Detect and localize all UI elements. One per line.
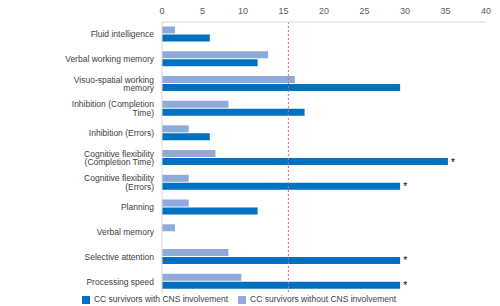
svg-text:35: 35 [440, 6, 450, 16]
svg-text:30: 30 [400, 6, 410, 16]
svg-text:*: * [403, 255, 407, 266]
svg-text:Inhibition (CompletionTime): Inhibition (CompletionTime) [72, 99, 154, 118]
svg-text:Visuo-spatial workingmemory: Visuo-spatial workingmemory [74, 75, 155, 94]
svg-text:0: 0 [159, 6, 164, 16]
html-text:CC survivors with CNS involvem: CC survivors with CNS involvement [93, 294, 229, 304]
svg-text:*: * [451, 157, 455, 168]
svg-text:Planning: Planning [121, 202, 154, 212]
svg-text:*: * [403, 181, 407, 192]
html-text:CC survivors without CNS invol: CC survivors without CNS involvement [250, 294, 397, 304]
svg-text:25: 25 [359, 6, 369, 16]
svg-text:Verbal working memory: Verbal working memory [65, 54, 155, 64]
svg-text:5: 5 [200, 6, 205, 16]
svg-text:20: 20 [319, 6, 329, 16]
svg-text:40: 40 [481, 6, 491, 16]
svg-text:Cognitive flexibility(Errors): Cognitive flexibility(Errors) [84, 173, 155, 192]
svg-text:10: 10 [238, 6, 248, 16]
svg-text:Cognitive flexibility(Completi: Cognitive flexibility(Completion Time) [84, 149, 155, 168]
svg-text:Selective attention: Selective attention [85, 252, 155, 262]
svg-text:*: * [403, 280, 407, 291]
svg-text:Processing speed: Processing speed [86, 277, 154, 287]
svg-text:Fluid intelligence: Fluid intelligence [91, 29, 155, 39]
svg-text:Verbal memory: Verbal memory [97, 227, 155, 237]
svg-text:Inhibition (Errors): Inhibition (Errors) [89, 128, 154, 138]
svg-text:15: 15 [278, 6, 288, 16]
